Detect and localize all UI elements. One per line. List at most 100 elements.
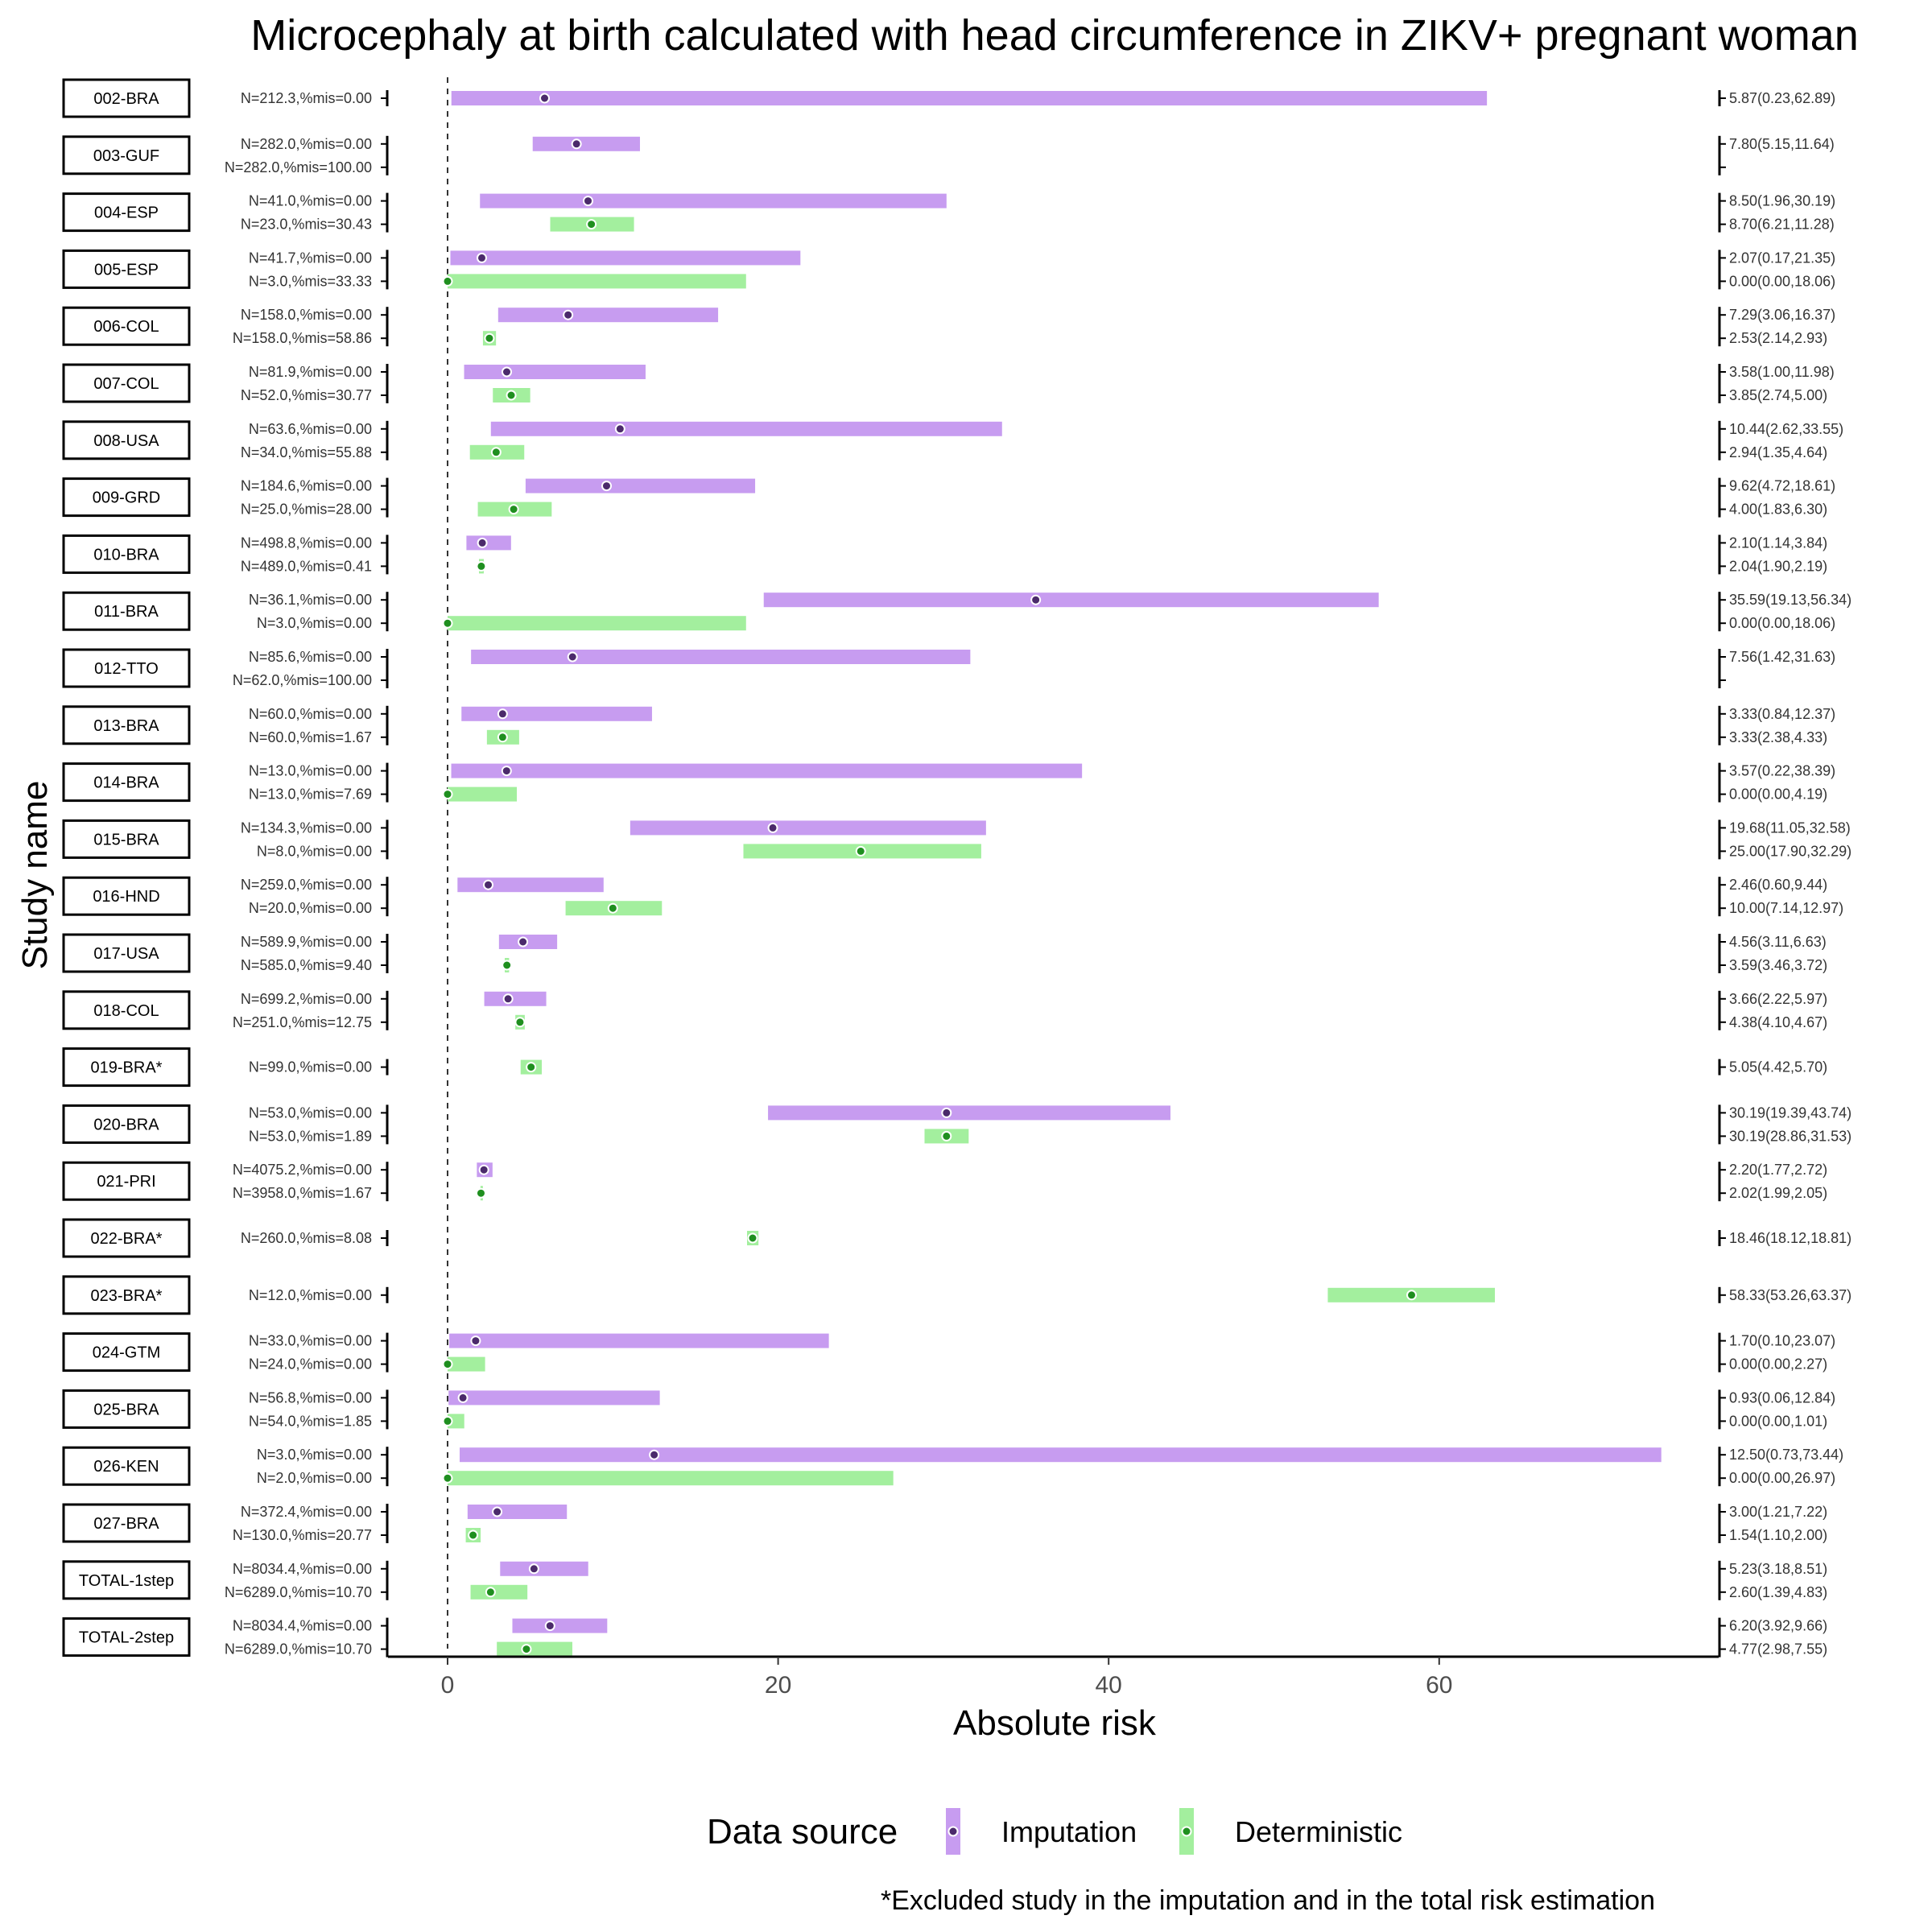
ci-label: 8.50(1.96,30.19) [1729, 193, 1835, 209]
ci-bar [448, 1471, 894, 1486]
ci-label: 3.58(1.00,11.98) [1729, 364, 1835, 380]
estimate-point [1406, 1290, 1418, 1301]
n-label: N=8034.4,%mis=0.00 [233, 1618, 372, 1634]
n-label: N=99.0,%mis=0.00 [249, 1059, 372, 1075]
ci-label: 6.20(3.92,9.66) [1729, 1618, 1827, 1634]
study-name: 010-BRA [93, 546, 159, 564]
n-label: N=13.0,%mis=7.69 [249, 786, 372, 803]
estimate-point [442, 617, 453, 629]
ci-bar [457, 877, 604, 893]
n-label: N=20.0,%mis=0.00 [249, 900, 372, 916]
ci-bar [467, 1505, 568, 1519]
ci-label: 1.70(0.10,23.07) [1729, 1333, 1835, 1349]
study-box [62, 1275, 191, 1315]
study-labels: 002-BRA 003-GUF 004-ESP 005-ESP 006-COL 007-C… [62, 78, 191, 1657]
n-label: N=8.0,%mis=0.00 [257, 843, 372, 859]
estimate-point [941, 1107, 952, 1118]
study-box [62, 990, 191, 1030]
estimate-point [601, 481, 612, 492]
estimate-point [941, 1130, 952, 1141]
ci-bar [532, 136, 640, 151]
ci-bar [448, 1390, 660, 1406]
n-label: N=60.0,%mis=0.00 [249, 706, 372, 722]
ci-label: 4.00(1.83,6.30) [1729, 502, 1827, 518]
study-name: 006-COL [93, 318, 159, 336]
x-axis: 0 20 40 60 [388, 1655, 1719, 1699]
ci-label: 2.04(1.90,2.19) [1729, 558, 1827, 574]
n-label: N=12.0,%mis=0.00 [249, 1287, 372, 1303]
n-label: N=6289.0,%mis=10.70 [225, 1641, 372, 1657]
study-box [62, 705, 191, 745]
ci-label: 5.87(0.23,62.89) [1729, 90, 1835, 106]
ci-bar [448, 1414, 464, 1429]
ci-label: 2.94(1.35,4.64) [1729, 444, 1827, 460]
estimate-point [501, 766, 512, 777]
ci-label: 5.23(3.18,8.51) [1729, 1561, 1827, 1577]
n-label: N=282.0,%mis=100.00 [225, 159, 372, 175]
ci-bar [484, 991, 547, 1006]
ci-label: 3.66(2.22,5.97) [1729, 991, 1827, 1007]
estimate-point [442, 1359, 453, 1370]
ci-bar [525, 478, 756, 493]
ci-bar [497, 308, 719, 323]
estimate-point [767, 822, 778, 833]
study-box [62, 1104, 191, 1144]
study-box [62, 534, 191, 574]
study-name: 008-USA [93, 432, 159, 450]
study-box [62, 249, 191, 289]
study-box [62, 762, 191, 803]
n-label: N=134.3,%mis=0.00 [241, 819, 372, 836]
ci-label: 0.00(0.00,4.19) [1729, 786, 1827, 803]
n-label: N=498.8,%mis=0.00 [241, 535, 372, 551]
study-name: 014-BRA [93, 774, 159, 792]
ci-label: 3.85(2.74,5.00) [1729, 387, 1827, 403]
n-label: N=4075.2,%mis=0.00 [233, 1162, 372, 1178]
n-label: N=56.8,%mis=0.00 [249, 1389, 372, 1406]
estimate-point [583, 196, 594, 207]
study-box [62, 1617, 191, 1657]
ci-bar [630, 820, 986, 836]
legend: Data source Imputation Deterministic [707, 1808, 1402, 1855]
ci-label: 25.00(17.90,32.29) [1729, 843, 1852, 859]
n-label: N=251.0,%mis=12.75 [233, 1014, 372, 1030]
ci-label: 7.56(1.42,31.63) [1729, 649, 1835, 665]
n-label: N=372.4,%mis=0.00 [241, 1504, 372, 1520]
ci-label: 2.46(0.60,9.44) [1729, 877, 1827, 893]
ci-bar [512, 1618, 608, 1633]
study-name: 019-BRA* [91, 1059, 163, 1077]
ci-bar [448, 616, 746, 631]
ci-bar [768, 1105, 1170, 1121]
estimate-point [514, 1017, 526, 1028]
ci-label: 4.56(3.11,6.63) [1729, 934, 1827, 950]
estimate-point [1030, 594, 1042, 605]
study-box [62, 876, 191, 916]
study-box [62, 1218, 191, 1258]
ci-label: 18.46(18.12,18.81) [1729, 1230, 1852, 1246]
estimate-point [855, 845, 866, 857]
n-label: N=3.0,%mis=0.00 [257, 1447, 372, 1463]
n-label: N=36.1,%mis=0.00 [249, 592, 372, 608]
estimate-point [518, 936, 529, 947]
ci-label: 2.20(1.77,2.72) [1729, 1162, 1827, 1178]
study-box [62, 1161, 191, 1201]
study-box [62, 1047, 191, 1088]
ci-bar [470, 1584, 528, 1600]
ci-label: 3.33(0.84,12.37) [1729, 706, 1835, 722]
ci-label: 2.07(0.17,21.35) [1729, 250, 1835, 266]
study-name: 016-HND [93, 888, 159, 906]
ci-label: 3.00(1.21,7.22) [1729, 1504, 1827, 1520]
study-name: 025-BRA [93, 1401, 159, 1418]
ci-label: 3.33(2.38,4.33) [1729, 729, 1827, 745]
ci-label: 0.93(0.06,12.84) [1729, 1389, 1835, 1406]
ci-label: 10.44(2.62,33.55) [1729, 421, 1843, 437]
study-name: 003-GUF [93, 147, 159, 165]
estimate-point [539, 93, 551, 104]
ci-bar [490, 421, 1002, 436]
estimate-point [476, 252, 487, 263]
ci-bar [449, 1333, 829, 1348]
study-box [62, 1560, 191, 1600]
study-name: 021-PRI [97, 1173, 155, 1191]
estimate-point [497, 732, 508, 743]
study-box [62, 135, 191, 175]
n-label: N=158.0,%mis=0.00 [241, 307, 372, 323]
